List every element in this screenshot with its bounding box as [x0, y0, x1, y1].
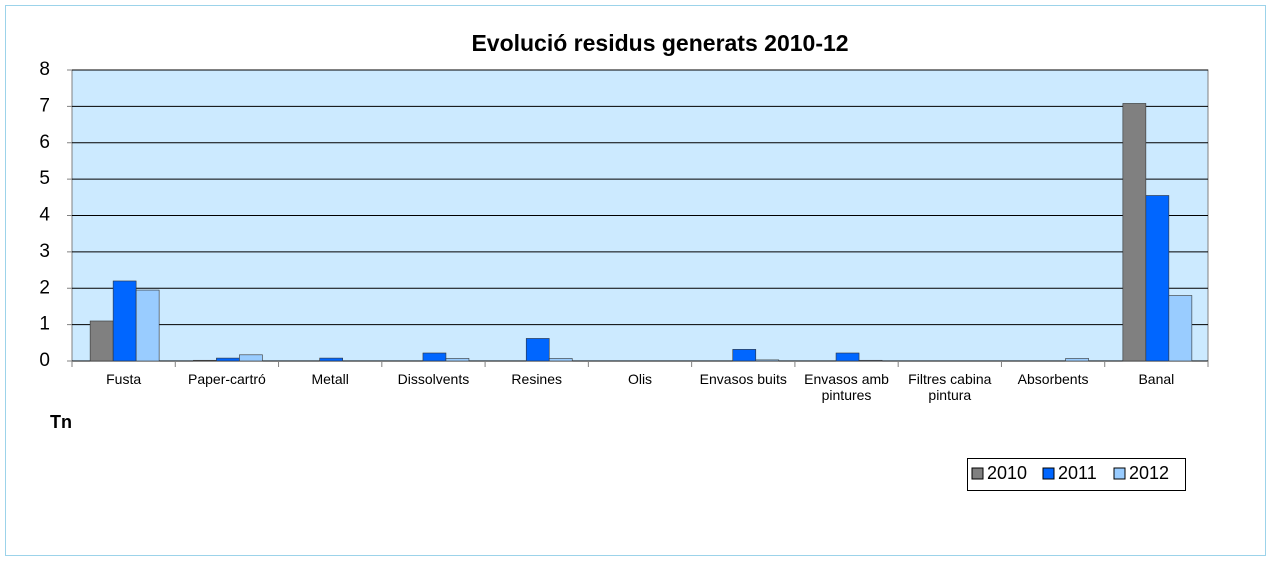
bar — [422, 352, 447, 362]
y-tick-label: 6 — [39, 132, 50, 153]
chart-title: Evolució residus generats 2010-12 — [471, 30, 848, 56]
y-tick-label: 4 — [39, 205, 50, 226]
bar — [239, 354, 263, 362]
bar — [755, 359, 780, 362]
y-tick-label: 2 — [39, 277, 50, 298]
x-tick-label: Dissolvents — [397, 371, 470, 387]
legend-label: 2012 — [1129, 463, 1170, 483]
legend-swatch — [1113, 467, 1126, 480]
bar — [1168, 295, 1193, 362]
bar — [1065, 358, 1089, 362]
legend-label: 2011 — [1058, 463, 1097, 483]
bar — [135, 289, 160, 362]
bar — [1145, 195, 1170, 362]
x-tick-label: Resines — [511, 371, 563, 387]
legend-label: 2010 — [987, 463, 1028, 483]
legend-swatch — [971, 467, 984, 480]
bar — [548, 358, 573, 362]
x-tick-label: Filtres cabina pintura — [908, 371, 992, 403]
y-axis-label: Tn — [50, 412, 72, 432]
x-tick-label: Envasos amb pintures — [804, 371, 889, 403]
x-tick-label: Fusta — [106, 371, 142, 387]
x-tick-label: Absorbents — [1017, 371, 1089, 387]
x-tick-label: Paper-cartró — [188, 371, 266, 387]
legend-swatch — [1042, 467, 1055, 480]
bar — [858, 359, 883, 362]
bar — [193, 359, 217, 362]
bar — [112, 280, 137, 362]
bar — [216, 357, 240, 362]
bar — [1122, 103, 1147, 362]
y-tick-label: 1 — [39, 314, 50, 335]
y-tick-label: 3 — [39, 241, 50, 262]
legend-box — [967, 458, 1186, 491]
x-tick-label: Olis — [627, 371, 653, 387]
x-tick-label: Banal — [1138, 371, 1175, 387]
y-tick-label: 0 — [39, 350, 50, 371]
bar — [89, 320, 114, 362]
bar — [445, 358, 470, 362]
y-tick-label: 7 — [39, 95, 50, 116]
y-tick-label: 5 — [39, 168, 50, 189]
bar — [835, 352, 860, 362]
bar — [319, 357, 343, 362]
x-tick-label: Metall — [311, 371, 349, 387]
bar — [732, 349, 757, 362]
bar — [525, 338, 550, 362]
y-tick-label: 8 — [39, 59, 50, 80]
x-tick-label: Envasos buits — [699, 371, 787, 387]
